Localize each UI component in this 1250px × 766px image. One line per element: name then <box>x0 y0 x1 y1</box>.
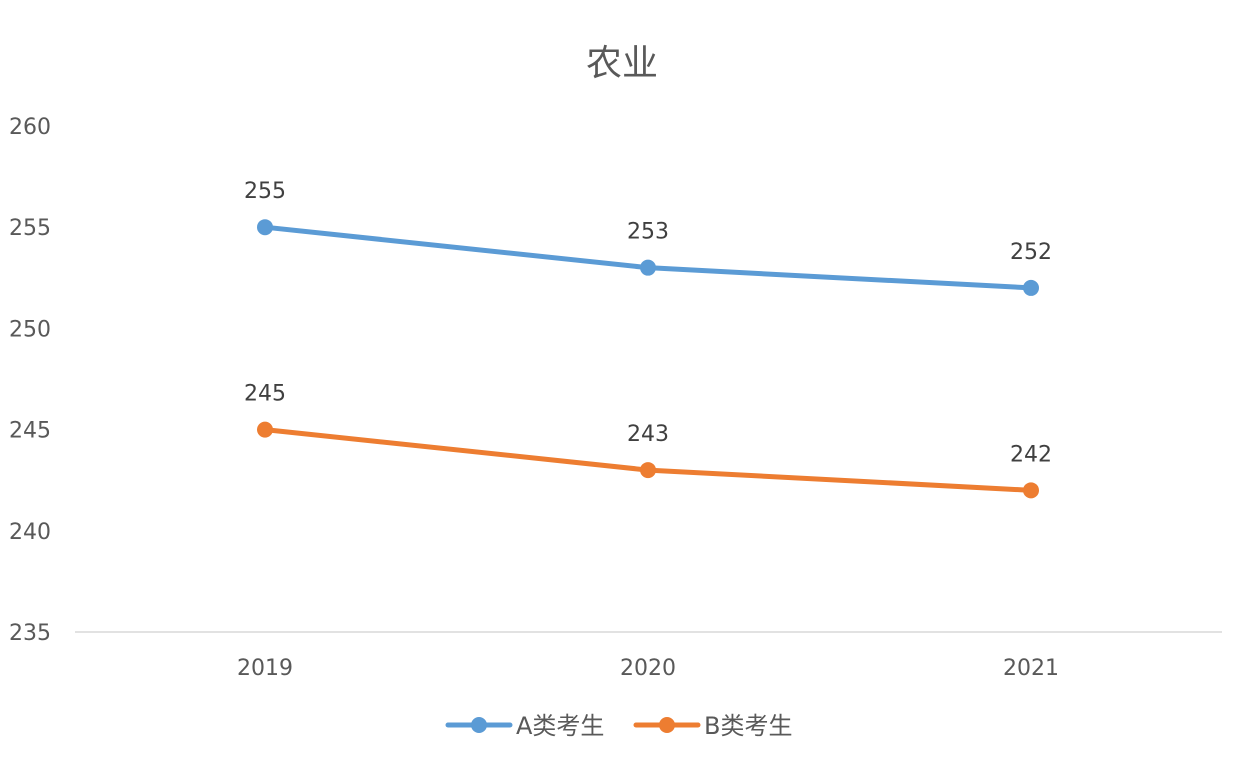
legend-item: B类考生 <box>633 712 792 740</box>
data-label: 255 <box>244 179 286 204</box>
data-label: 252 <box>1010 240 1052 265</box>
legend-label: A类考生 <box>516 712 604 740</box>
legend-swatch-marker <box>471 717 487 733</box>
y-tick-label: 250 <box>9 317 51 342</box>
data-point <box>257 219 273 236</box>
legend: A类考生 B类考生 <box>445 712 792 740</box>
data-label: 253 <box>627 220 669 245</box>
data-label: 243 <box>627 422 669 447</box>
data-label: 245 <box>244 382 286 407</box>
x-axis-tick-labels: 2019 2020 2021 <box>237 656 1059 681</box>
data-point <box>640 259 656 276</box>
data-label: 242 <box>1010 442 1052 467</box>
data-point <box>1023 482 1039 499</box>
chart-title: 农业 <box>586 43 658 84</box>
x-tick-label: 2019 <box>237 656 293 681</box>
data-point <box>1023 279 1039 296</box>
y-tick-label: 245 <box>9 419 51 444</box>
legend-label: B类考生 <box>704 712 792 740</box>
data-point <box>257 421 273 438</box>
y-axis-tick-labels: 235 240 245 250 255 260 <box>9 115 51 646</box>
series-group: 245 243 242 <box>244 382 1052 499</box>
x-tick-label: 2021 <box>1003 656 1059 681</box>
legend-swatch-marker <box>659 717 675 733</box>
legend-item: A类考生 <box>445 712 604 740</box>
y-tick-label: 260 <box>9 115 51 140</box>
series-group: 255 253 252 <box>244 179 1052 296</box>
y-tick-label: 240 <box>9 520 51 545</box>
x-tick-label: 2020 <box>620 656 676 681</box>
y-tick-label: 235 <box>9 621 51 646</box>
data-point <box>640 462 656 479</box>
series-layer: 255 253 252 245 243 242 <box>244 179 1052 499</box>
y-tick-label: 255 <box>9 216 51 241</box>
